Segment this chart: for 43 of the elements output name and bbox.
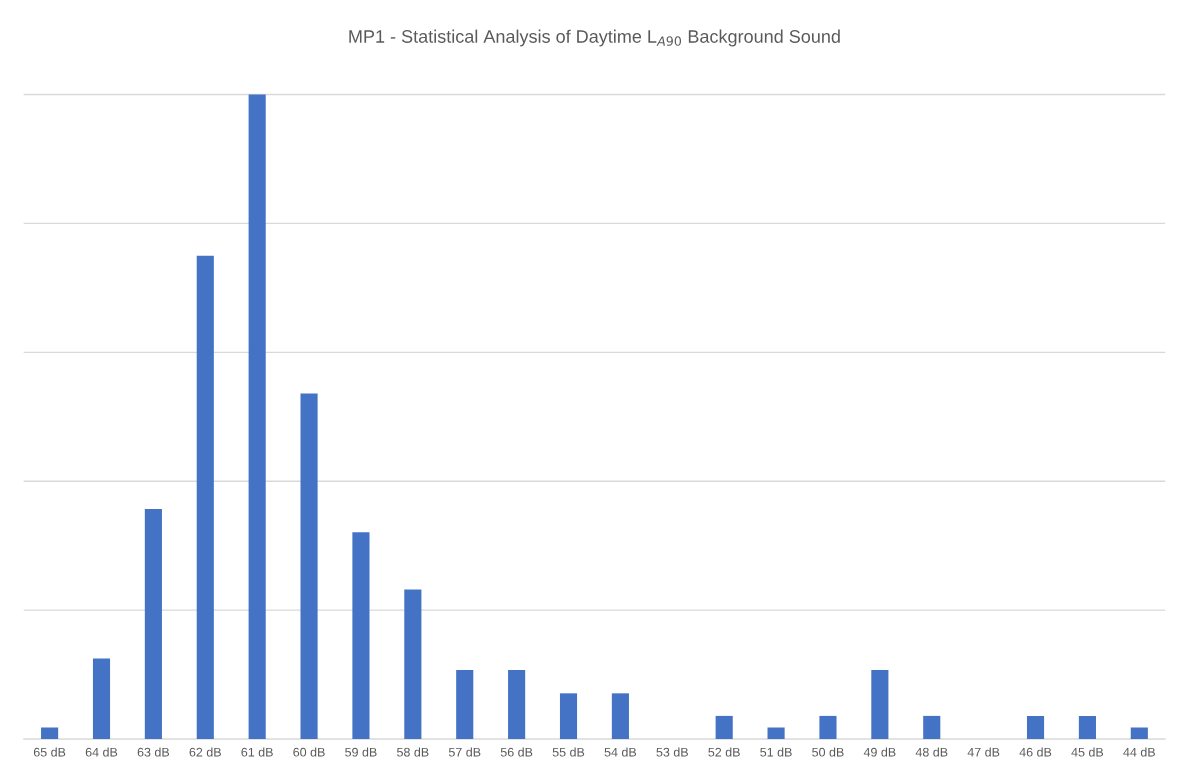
bar (41, 727, 59, 740)
x-tick-label: 58 dB (397, 747, 429, 757)
bar (559, 693, 578, 740)
x-tick-label: 65 dB (33, 747, 66, 757)
bar (404, 589, 422, 740)
bar (352, 532, 370, 740)
bar (767, 727, 785, 740)
bar (456, 670, 474, 740)
x-tick-label: 59 dB (345, 747, 377, 757)
bar (1026, 715, 1045, 740)
chart-title: MP1 - Statistical Analysis of Daytime L$_{A90}$ Background Sound (349, 29, 840, 47)
bar (1078, 715, 1096, 740)
x-tick-label: 44 dB (1123, 747, 1155, 757)
bar (611, 693, 629, 740)
x-tick-label: 54 dB (604, 747, 637, 757)
bar (196, 255, 214, 740)
bar (871, 670, 889, 740)
bar (92, 658, 111, 740)
bar (300, 393, 318, 740)
x-tick-label: 57 dB (448, 747, 481, 757)
bar (508, 670, 526, 740)
x-tick-label: 64 dB (85, 747, 118, 757)
bar (819, 715, 837, 740)
x-tick-label: 50 dB (812, 747, 844, 757)
x-tick-label: 60 dB (293, 747, 325, 757)
x-tick-label: 55 dB (552, 747, 585, 757)
x-tick-label: 61 dB (241, 747, 273, 757)
x-tick-label: 48 dB (915, 747, 948, 757)
x-tick-label: 63 dB (137, 747, 170, 757)
x-tick-label: 53 dB (656, 747, 688, 757)
x-tick-label: 56 dB (500, 747, 533, 757)
x-tick-label: 45 dB (1071, 747, 1104, 757)
x-tick-label: 51 dB (760, 747, 792, 757)
x-tick-label: 52 dB (708, 747, 740, 757)
x-tick-label: 49 dB (863, 747, 896, 757)
bar (248, 94, 266, 740)
x-tick-label: 62 dB (189, 747, 221, 757)
bar (144, 508, 162, 740)
bar (1130, 727, 1148, 740)
bar (715, 715, 733, 740)
bar (923, 715, 941, 740)
x-tick-label: 47 dB (967, 747, 1000, 757)
x-tick-label: 46 dB (1019, 747, 1052, 757)
